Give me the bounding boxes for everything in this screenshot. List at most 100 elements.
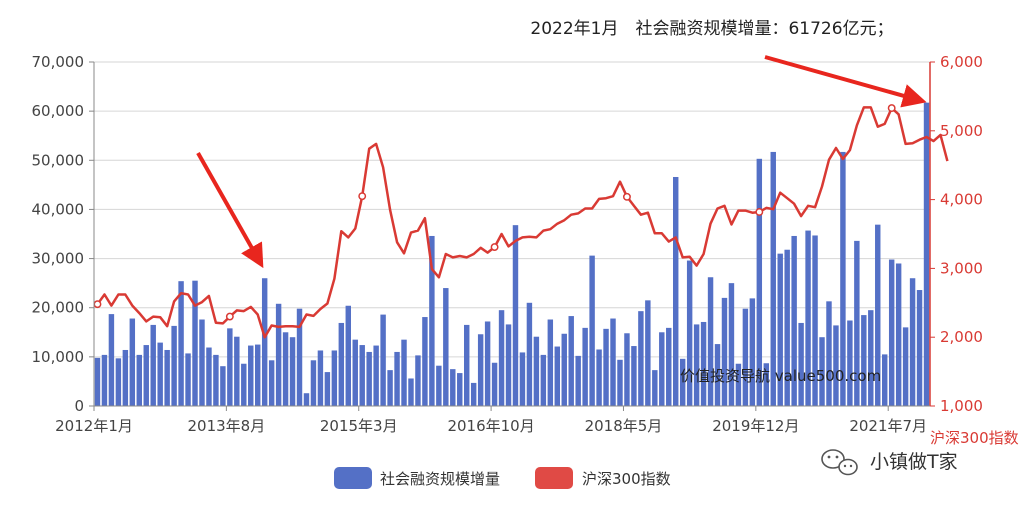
bar [331,350,338,406]
bar [310,360,317,406]
bar [923,102,930,406]
legend-swatch-bar [334,467,372,489]
bar [582,327,588,406]
watermark-text: 价值投资导航 value500.com [680,367,881,385]
bar [192,280,198,406]
bar [415,355,421,406]
bar [352,339,358,406]
bar [805,230,811,406]
bar [847,320,853,406]
y-right-tick-label: 3,000 [940,259,983,277]
bar [470,382,477,406]
bar [902,327,909,406]
bar [875,224,881,406]
legend[interactable]: 社会融资规模增量 沪深300指数 [334,467,671,489]
bar [115,358,122,406]
bar [610,318,616,406]
bar [721,297,728,406]
bar [763,363,770,406]
y-right-tick-label: 1,000 [940,397,983,415]
arrow-annotation-2022 [764,55,927,108]
x-tick-label: 2021年7月 [849,417,927,435]
bar [261,278,268,406]
bar [540,354,547,406]
y-right-tick-label: 5,000 [940,122,983,140]
x-tick-label: 2016年10月 [447,417,534,435]
bar [429,235,435,406]
bar [457,373,463,406]
bar [505,324,512,406]
bar [749,298,756,406]
bar [296,308,303,406]
bar [756,158,763,406]
bar [136,354,143,406]
bar [861,315,867,406]
bar [700,321,707,406]
bar [387,370,393,406]
bar [213,354,219,406]
y-left-tick-label: 10,000 [32,348,85,366]
bar [234,336,240,406]
bar [512,225,519,406]
bar [317,350,324,406]
bar [359,345,365,406]
line-point [755,208,764,216]
bar [129,318,136,406]
bar [826,301,832,406]
bar [666,327,672,406]
bar [373,345,379,406]
bars-layer [94,102,930,406]
bar [282,332,289,406]
bar [854,240,860,406]
bar [171,325,177,406]
bar [443,288,449,406]
y-left-tick-label: 50,000 [32,151,85,169]
bar [672,176,679,406]
bar [241,363,247,406]
legend-swatch-line [535,467,573,489]
bar [707,277,714,406]
bar [394,351,400,406]
y-left-tick-label: 40,000 [32,200,85,218]
bar [498,310,505,406]
bar [909,278,916,406]
bar [519,352,526,406]
bar [408,378,414,406]
bar [199,319,205,406]
bar [568,316,574,406]
line-series-csi300 [96,106,949,339]
bar [178,281,184,406]
axis-layer: 0 10,000 20,000 30,000 40,000 50,000 60,000 70,… [32,53,983,435]
bar [401,339,407,406]
bar [254,344,261,406]
bar [94,357,101,406]
grid-layer [94,61,930,407]
bar [888,259,895,406]
bar [206,347,212,406]
bar [881,354,888,406]
bar [268,360,275,406]
x-tick-label: 2013年8月 [188,417,266,435]
y-right-tick-label: 2,000 [940,328,983,346]
bar [631,346,637,406]
bar [108,314,115,406]
bar [868,310,874,406]
bar [659,332,665,406]
bar [624,333,630,406]
bar [833,325,839,406]
bar [791,235,797,406]
bar [777,253,783,406]
bar [289,337,296,406]
bar [366,351,372,406]
bar [324,372,331,406]
bar [742,308,749,406]
bar [895,263,902,406]
bar [735,363,742,406]
wechat-label: 小镇做T家 [870,451,958,473]
bar [617,359,623,406]
bar [526,302,533,406]
y-right-tick-label: 6,000 [940,53,983,71]
bar [477,334,484,406]
arrow-annotation-2013 [196,152,264,269]
